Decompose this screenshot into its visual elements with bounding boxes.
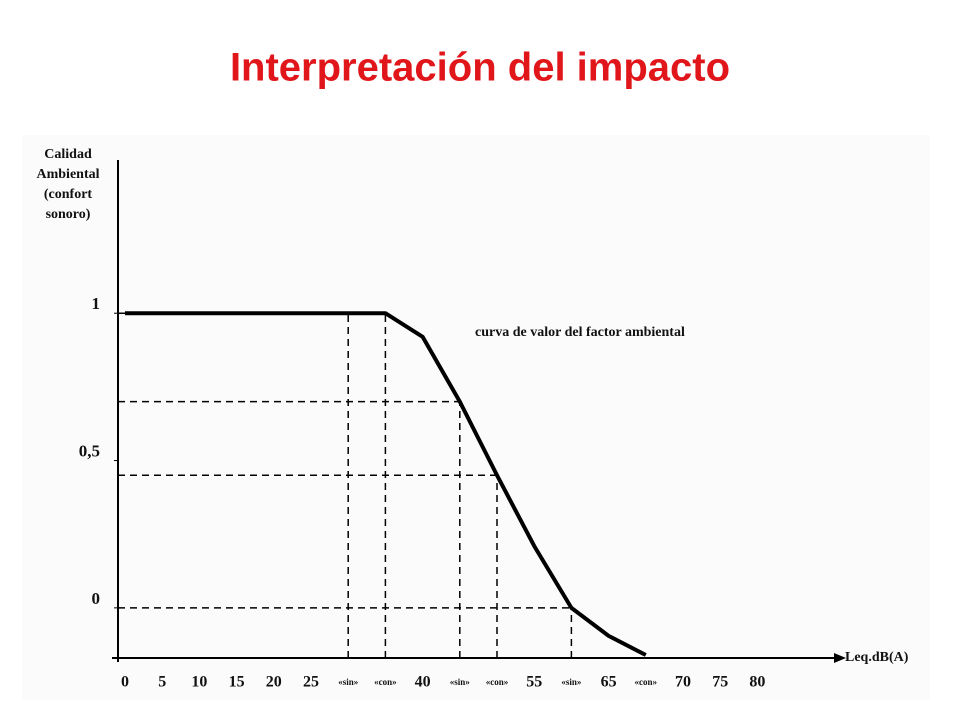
x-tick-label: «sin»: [338, 677, 359, 687]
x-tick-label: 70: [675, 674, 691, 691]
x-tick-label: 55: [526, 674, 542, 691]
x-tick-label: 80: [749, 674, 765, 691]
y-tick-label: 0,5: [79, 441, 100, 460]
x-tick-label: «sin»: [561, 677, 582, 687]
x-axis-label: Leq.dB(A): [845, 650, 909, 665]
x-axis-arrow: [834, 653, 846, 663]
annotation: curva de valor del factor ambiental: [475, 325, 685, 340]
y-tick-label: 0: [92, 589, 101, 608]
y-axis-label: sonoro): [46, 207, 91, 222]
x-tick-label: «con»: [374, 677, 397, 687]
y-tick-label: 1: [92, 294, 101, 313]
chart-panel: [22, 135, 930, 700]
x-tick-label: 0: [121, 674, 129, 691]
curve: [125, 311, 647, 657]
x-tick-label: 75: [712, 674, 728, 691]
x-tick-label: 25: [303, 674, 319, 691]
x-tick-label: «con»: [635, 677, 658, 687]
x-tick-label: «sin»: [450, 677, 471, 687]
slide-title: Interpretación del impacto: [230, 46, 730, 90]
x-tick-label: 20: [266, 674, 282, 691]
y-axis-label: Calidad: [44, 147, 92, 162]
x-tick-label: 15: [229, 674, 245, 691]
x-tick-label: «con»: [486, 677, 509, 687]
x-tick-label: 5: [158, 674, 166, 691]
y-axis-label: Ambiental: [37, 167, 100, 182]
x-tick-label: 65: [601, 674, 617, 691]
x-tick-label: 10: [191, 674, 207, 691]
y-axis-label: (confort: [44, 187, 93, 202]
x-tick-label: 40: [415, 674, 431, 691]
